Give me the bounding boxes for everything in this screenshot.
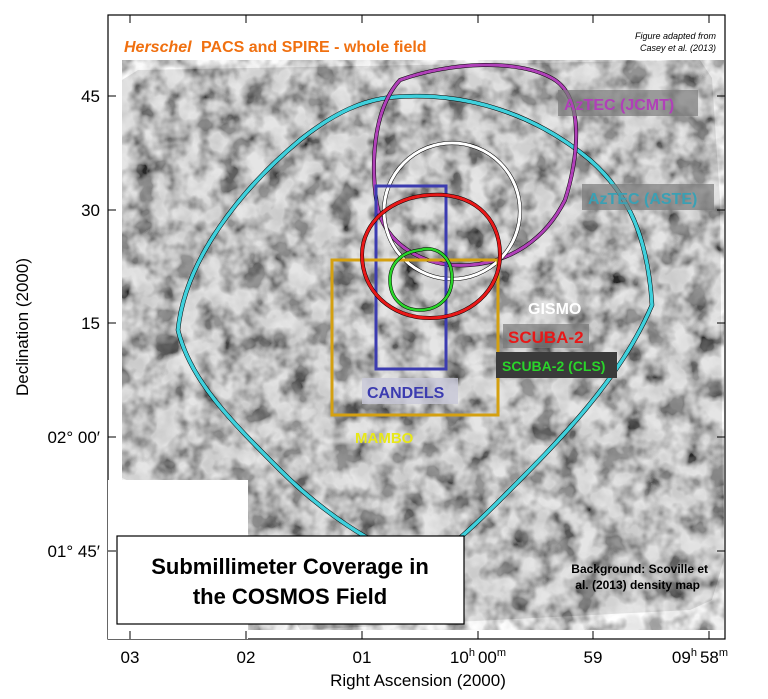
x-tick-09h58m: 09h 58m bbox=[672, 647, 728, 667]
x-tick-03: 03 bbox=[121, 648, 140, 667]
credit-line-1: Figure adapted from bbox=[635, 31, 717, 41]
aztec-aste-label-bg bbox=[582, 184, 714, 210]
aztec-jcmt-label-bg bbox=[558, 90, 698, 116]
figure-header: Herschel PACS and SPIRE - whole field bbox=[124, 39, 427, 56]
figure-header-italic: Herschel bbox=[124, 39, 192, 56]
y-tick-0200: 02° 00′ bbox=[47, 428, 100, 447]
x-axis-title: Right Ascension (2000) bbox=[330, 671, 506, 690]
title-box bbox=[116, 535, 465, 625]
x-tick-01: 01 bbox=[353, 648, 372, 667]
mambo-label: MAMBO bbox=[355, 430, 414, 447]
aztec-aste-label: AzTEC (ASTE) bbox=[588, 191, 697, 208]
mambo-footprint bbox=[330, 258, 500, 417]
background-note-2: al. (2013) density map bbox=[575, 578, 700, 592]
candels-label-bg bbox=[362, 378, 458, 404]
scuba2-label: SCUBA-2 bbox=[508, 328, 584, 347]
gismo-label: GISMO bbox=[528, 301, 581, 318]
x-tick-02: 02 bbox=[237, 648, 256, 667]
scuba2-cls-footprint-fill bbox=[388, 247, 454, 312]
x-tick-10h00m: 10h 00m bbox=[450, 647, 506, 667]
candels-label: CANDELS bbox=[367, 385, 445, 402]
background-note-1: Background: Scoville et bbox=[571, 562, 708, 576]
aztec-jcmt-label: AzTEC (JCMT) bbox=[564, 97, 674, 114]
title-line-1: Submillimeter Coverage in bbox=[151, 554, 429, 579]
y-tick-15: 15 bbox=[81, 314, 100, 333]
y-tick-45: 45 bbox=[81, 87, 100, 106]
candels-footprint bbox=[374, 184, 448, 371]
y-tick-30: 30 bbox=[81, 201, 100, 220]
y-axis-title: Declination (2000) bbox=[13, 258, 32, 396]
scuba2-footprint-fill bbox=[360, 193, 502, 320]
title-line-2: the COSMOS Field bbox=[193, 584, 387, 609]
scuba2-cls-label: SCUBA-2 (CLS) bbox=[502, 358, 605, 374]
y-tick-0145: 01° 45′ bbox=[47, 542, 100, 561]
scuba2-label-bg bbox=[503, 324, 589, 348]
x-tick-59: 59 bbox=[584, 648, 603, 667]
axis-ticks bbox=[108, 15, 725, 639]
scuba2-cls-label-bg bbox=[496, 352, 617, 378]
figure-header-rest: PACS and SPIRE - whole field bbox=[201, 39, 427, 56]
credit-line-2: Casey et al. (2013) bbox=[640, 43, 716, 53]
